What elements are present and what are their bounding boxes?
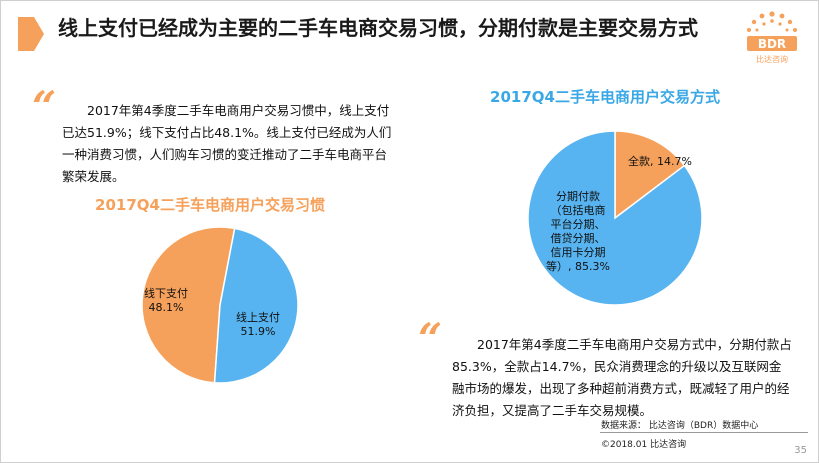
page-title: 线上支付已经成为主要的二手车电商交易习惯，分期付款是主要交易方式 [58, 16, 698, 40]
right-paragraph: 2017年第4季度二手车电商用户交易方式中，分期付款占85.3%，全款占14.7… [452, 337, 792, 418]
page-number: 35 [794, 445, 807, 456]
pie-label-线下支付: 线下支付 48.1% [144, 286, 188, 314]
pie-slice-分期付款 [527, 130, 703, 306]
divider [600, 432, 808, 433]
pie2-title: 2017Q4二手车电商用户交易方式 [490, 88, 720, 106]
pie-slice-线上支付 [141, 226, 236, 384]
title-marker-icon [18, 17, 44, 51]
copyright: ©2018.01 比达咨询 [601, 440, 687, 450]
source-note: 数据来源： 比达咨询（BDR）数据中心 [601, 421, 759, 431]
bdr-logo: BDR 比达咨询 [747, 11, 797, 64]
pie1-title: 2017Q4二手车电商用户交易习惯 [95, 196, 325, 214]
left-paragraph: 2017年第4季度二手车电商用户交易习惯中，线上支付已达51.9%；线下支付占比… [62, 103, 392, 184]
pie-label-全款: 全款, 14.7% [628, 154, 692, 168]
pie-slice-全款 [614, 130, 686, 220]
pie-chart-payment-method: 全款, 14.7% 分期付款（包括电商平台分期、借贷分期、信用卡分期等）, 85.… [527, 130, 703, 306]
pie-label-分期付款: 分期付款（包括电商平台分期、借贷分期、信用卡分期等）, 85.3% [546, 189, 610, 273]
logo-text: BDR [758, 37, 786, 51]
quote-mark-right: “ [418, 314, 443, 363]
pie-slice-线下支付 [213, 227, 299, 384]
logo-subtext: 比达咨询 [756, 54, 788, 64]
pie-label-线上支付: 线上支付 51.9% [236, 310, 280, 338]
pie-chart-payment-habit: 线上支付 51.9% 线下支付 48.1% [141, 226, 299, 384]
quote-mark-left: “ [32, 82, 57, 131]
